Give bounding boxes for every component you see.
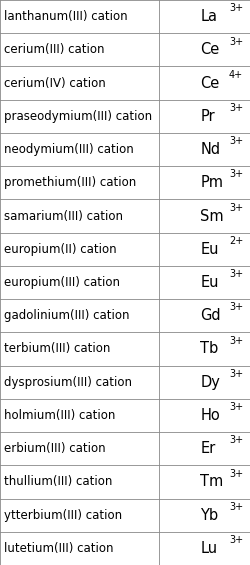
Text: promethium(III) cation: promethium(III) cation bbox=[4, 176, 136, 189]
Text: Nd: Nd bbox=[200, 142, 220, 157]
Text: Yb: Yb bbox=[200, 507, 218, 523]
Text: europium(III) cation: europium(III) cation bbox=[4, 276, 119, 289]
Text: thullium(III) cation: thullium(III) cation bbox=[4, 475, 112, 488]
Text: Eu: Eu bbox=[200, 242, 218, 257]
Text: samarium(III) cation: samarium(III) cation bbox=[4, 210, 122, 223]
Text: 3+: 3+ bbox=[228, 436, 242, 445]
Text: Tm: Tm bbox=[200, 475, 222, 489]
Text: 3+: 3+ bbox=[228, 3, 242, 14]
Text: lutetium(III) cation: lutetium(III) cation bbox=[4, 542, 113, 555]
Text: europium(II) cation: europium(II) cation bbox=[4, 243, 116, 256]
Text: Lu: Lu bbox=[200, 541, 216, 556]
Text: Ho: Ho bbox=[200, 408, 219, 423]
Text: Gd: Gd bbox=[200, 308, 220, 323]
Text: gadolinium(III) cation: gadolinium(III) cation bbox=[4, 309, 129, 322]
Text: 3+: 3+ bbox=[228, 136, 242, 146]
Text: lanthanum(III) cation: lanthanum(III) cation bbox=[4, 10, 127, 23]
Text: neodymium(III) cation: neodymium(III) cation bbox=[4, 143, 133, 156]
Text: Ce: Ce bbox=[200, 76, 218, 90]
Text: dysprosium(III) cation: dysprosium(III) cation bbox=[4, 376, 131, 389]
Text: 3+: 3+ bbox=[228, 402, 242, 412]
Text: Dy: Dy bbox=[200, 375, 219, 390]
Text: Sm: Sm bbox=[200, 208, 223, 224]
Text: Er: Er bbox=[200, 441, 214, 456]
Text: 3+: 3+ bbox=[228, 535, 242, 545]
Text: holmium(III) cation: holmium(III) cation bbox=[4, 409, 115, 422]
Text: 3+: 3+ bbox=[228, 37, 242, 46]
Text: cerium(IV) cation: cerium(IV) cation bbox=[4, 77, 105, 90]
Text: 3+: 3+ bbox=[228, 269, 242, 279]
Text: erbium(III) cation: erbium(III) cation bbox=[4, 442, 105, 455]
Text: cerium(III) cation: cerium(III) cation bbox=[4, 44, 104, 57]
Text: ytterbium(III) cation: ytterbium(III) cation bbox=[4, 508, 122, 521]
Text: 2+: 2+ bbox=[228, 236, 242, 246]
Text: 3+: 3+ bbox=[228, 203, 242, 212]
Text: praseodymium(III) cation: praseodymium(III) cation bbox=[4, 110, 151, 123]
Text: La: La bbox=[200, 9, 216, 24]
Text: 3+: 3+ bbox=[228, 103, 242, 113]
Text: 3+: 3+ bbox=[228, 170, 242, 180]
Text: Eu: Eu bbox=[200, 275, 218, 290]
Text: 4+: 4+ bbox=[228, 70, 242, 80]
Text: Pm: Pm bbox=[200, 175, 222, 190]
Text: 3+: 3+ bbox=[228, 369, 242, 379]
Text: Tb: Tb bbox=[200, 341, 218, 357]
Text: 3+: 3+ bbox=[228, 502, 242, 512]
Text: 3+: 3+ bbox=[228, 336, 242, 346]
Text: 3+: 3+ bbox=[228, 302, 242, 312]
Text: terbium(III) cation: terbium(III) cation bbox=[4, 342, 110, 355]
Text: Ce: Ce bbox=[200, 42, 218, 58]
Text: 3+: 3+ bbox=[228, 468, 242, 479]
Text: Pr: Pr bbox=[200, 109, 214, 124]
